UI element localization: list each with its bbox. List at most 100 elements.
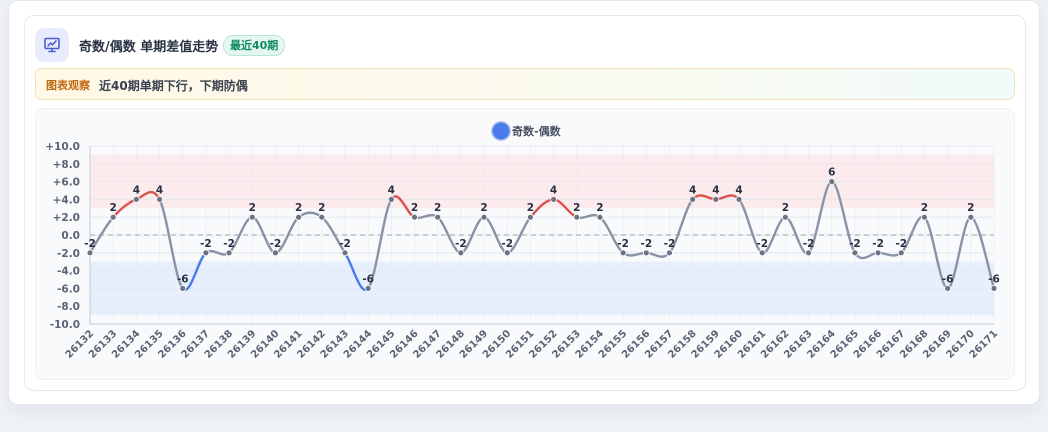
data-label: 2 [782,202,789,214]
data-label: 2 [967,202,974,214]
data-point [86,249,94,257]
observation-banner: 图表观察 近40期单期下行，下期防偶 [35,68,1015,100]
data-label: -2 [223,238,235,250]
data-point [573,213,581,221]
data-point [225,249,233,257]
data-point [434,213,442,221]
chart-area: +10.0 +8.0 +6.0 +4.0 +2.0 0.0 -2.0 -4.0 -6.0 -8.0… [35,108,1015,380]
data-label: 4 [156,184,163,196]
data-label: 4 [133,184,140,196]
data-label: -2 [270,238,282,250]
data-point [318,213,326,221]
line-chart: +10.0 +8.0 +6.0 +4.0 +2.0 0.0 -2.0 -4.0 -6.0 -8.0… [45,121,1000,361]
data-label: 2 [480,202,487,214]
data-label: 6 [828,167,835,179]
data-point [897,249,905,257]
data-point [457,249,465,257]
data-label: -2 [640,238,652,250]
data-point [874,249,882,257]
series-line-segment [853,251,880,260]
data-label: -2 [617,238,629,250]
data-label: -6 [177,273,189,285]
chart-card: 奇数/偶数 单期差值走势 最近40期 图表观察 近40期单期下行，下期防偶 +1… [24,15,1026,391]
data-label: 2 [527,202,534,214]
data-point [179,284,187,292]
data-label: -2 [756,238,768,250]
data-point [132,196,140,203]
y-tick-label: -10.0 [50,319,80,331]
series-line-segment [645,251,671,258]
data-point [109,213,117,221]
data-label: -6 [988,273,1000,285]
data-point [944,284,952,292]
observation-tag: 图表观察 [46,79,90,92]
data-label: -2 [803,238,815,250]
chart-icon [35,28,69,62]
series-line-segment [158,198,184,290]
data-point [550,196,557,203]
data-point [527,213,534,221]
data-point [851,249,859,257]
data-label: 2 [921,202,928,214]
data-point [689,196,697,203]
data-point [480,213,488,221]
data-label: -6 [362,273,374,285]
data-point [781,213,789,221]
data-point [295,213,303,221]
y-tick-label: -6.0 [57,283,80,295]
data-label: -2 [895,238,907,250]
data-label: 4 [712,184,719,196]
data-label: 2 [110,202,117,214]
series-line-segment [366,198,393,290]
data-point [364,284,372,292]
data-point [272,249,279,257]
data-point [735,196,743,203]
data-label: 2 [318,202,325,214]
data-point [758,249,766,257]
period-badge: 最近40期 [223,35,286,56]
data-label: -2 [200,238,212,250]
data-point [642,249,650,257]
data-label: -6 [942,273,954,285]
data-point [805,249,812,257]
y-tick-label: +4.0 [53,194,80,206]
data-point [341,249,349,257]
outer-panel: 奇数/偶数 单期差值走势 最近40期 图表观察 近40期单期下行，下期防偶 +1… [8,0,1040,405]
data-point [202,249,210,257]
data-label: 2 [434,202,441,214]
data-point [990,284,998,292]
data-point [387,196,395,203]
data-label: 2 [573,202,580,214]
data-point [156,196,163,203]
y-tick-label: 0.0 [61,230,80,242]
data-label: -2 [84,238,96,250]
y-tick-label: -4.0 [57,266,80,278]
y-tick-label: +6.0 [53,177,80,189]
data-point [503,249,511,257]
data-point [712,196,720,203]
data-label: -2 [872,238,884,250]
page-title: 奇数/偶数 单期差值走势 [79,40,219,55]
data-point [248,213,256,221]
data-point [967,213,975,221]
data-label: -2 [849,238,861,250]
data-label: -2 [339,238,351,250]
y-tick-label: +10.0 [45,141,80,153]
data-label: -2 [664,238,676,250]
data-label: 4 [735,184,742,196]
data-label: 4 [388,184,395,196]
y-tick-label: -8.0 [57,301,80,313]
data-label: 2 [596,202,603,214]
data-label: -2 [501,238,513,250]
data-point [666,249,673,257]
y-tick-label: +8.0 [53,159,80,171]
data-label: 4 [689,184,696,196]
legend-label: 奇数-偶数 [512,124,562,138]
data-point [619,249,627,257]
y-tick-label: +2.0 [53,212,80,224]
legend-marker [491,121,511,141]
y-tick-label: -2.0 [57,248,80,260]
data-point [921,213,928,221]
data-point [828,178,836,185]
data-label: -2 [455,238,467,250]
